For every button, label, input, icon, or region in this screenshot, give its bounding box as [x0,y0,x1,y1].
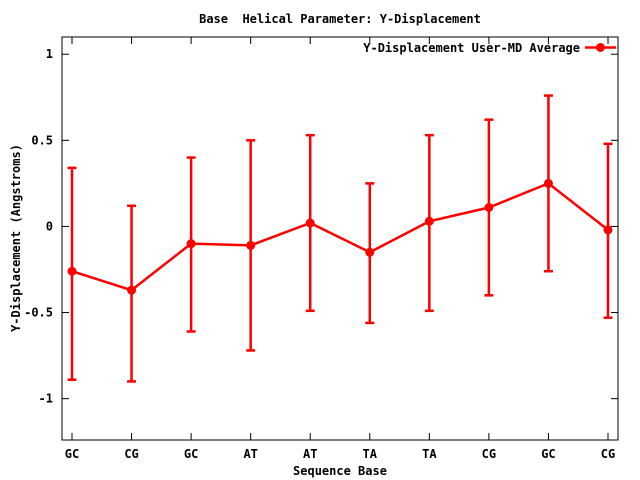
category-label: CG [601,447,615,461]
category-label: TA [422,447,437,461]
data-point [543,178,553,188]
data-point [127,285,137,295]
legend-marker [596,43,605,52]
category-label: AT [303,447,317,461]
category-label: CG [124,447,138,461]
data-point [603,225,613,235]
x-axis-label: Sequence Base [293,464,387,478]
category-label: GC [541,447,555,461]
data-point [246,240,256,250]
category-label: GC [65,447,79,461]
plot-border [61,36,619,441]
y-tick-label: -0.5 [24,306,53,320]
y-tick-label: 0.5 [31,133,53,147]
data-point [186,239,196,249]
data-point [365,247,375,257]
category-label: AT [243,447,257,461]
y-tick-label: -1 [39,392,53,406]
legend-label: Y-Displacement User-MD Average [363,41,580,55]
category-label: TA [363,447,378,461]
y-tick-label: 0 [46,219,53,233]
y-tick-label: 1 [46,47,53,61]
data-point [484,203,494,212]
data-point [67,266,77,276]
y-axis-label: Y-Displacement (Angstroms) [9,144,23,332]
category-label: CG [482,447,496,461]
category-label: GC [184,447,198,461]
data-point [305,218,315,228]
series-line [71,181,609,292]
data-point [424,216,434,226]
chart-title: Base Helical Parameter: Y-Displacement [199,12,481,26]
